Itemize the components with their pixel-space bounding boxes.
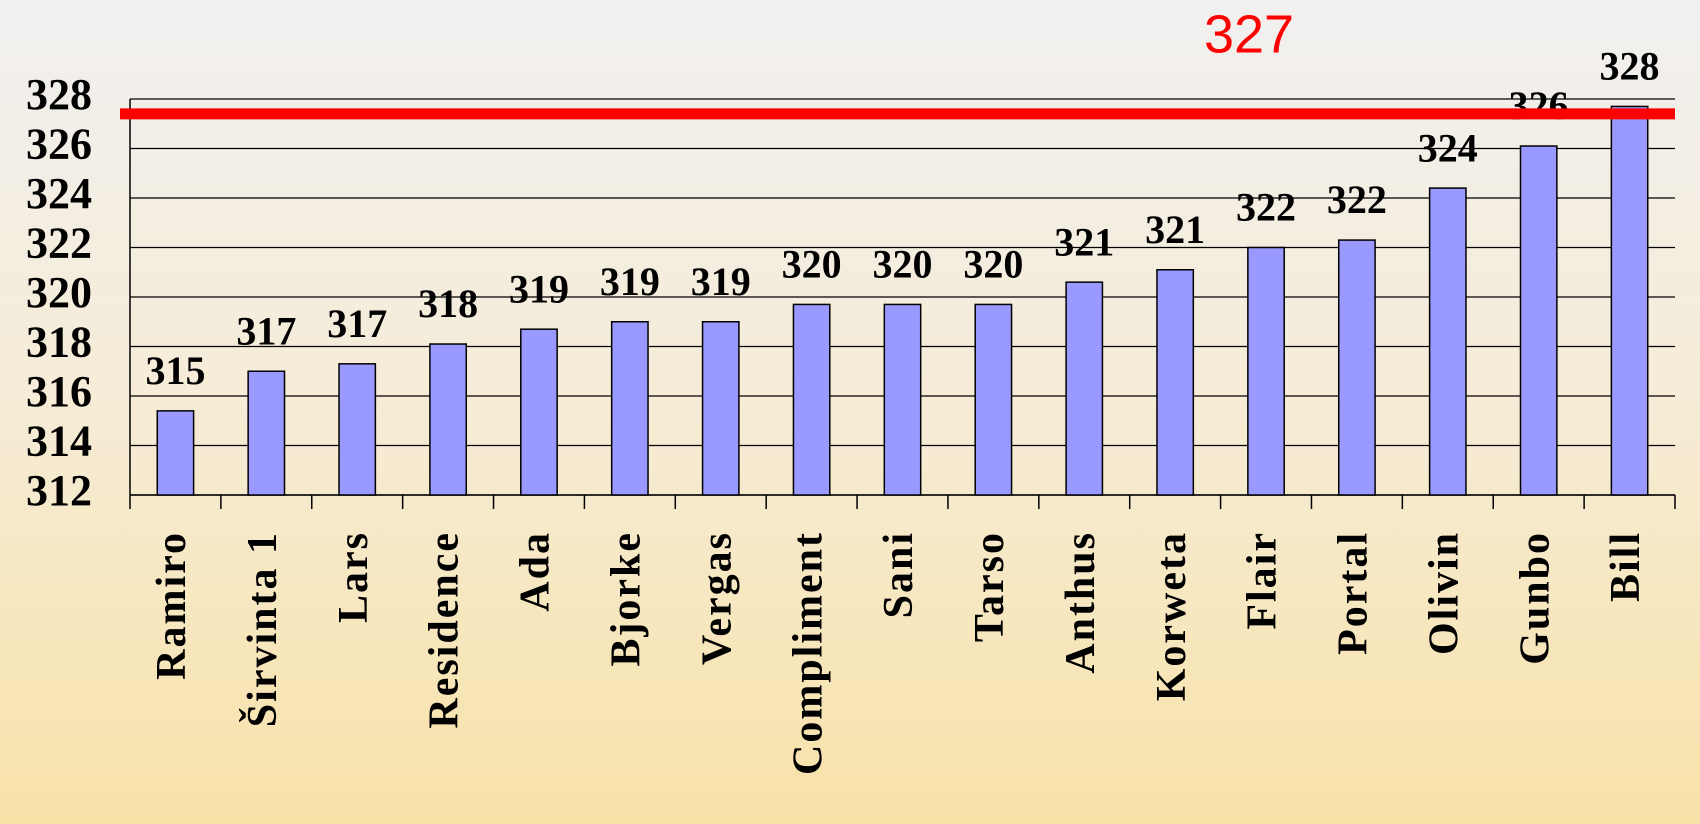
- y-tick-label: 328: [26, 70, 92, 119]
- bar: [429, 343, 468, 496]
- bar: [520, 328, 558, 496]
- x-tick-label: Portal: [1331, 531, 1377, 655]
- value-label: 320: [782, 242, 842, 287]
- value-label: 320: [963, 242, 1023, 287]
- x-tick-label: Lars: [331, 531, 377, 623]
- bar: [792, 303, 831, 496]
- y-tick-label: 316: [26, 367, 92, 416]
- y-tick-label: 314: [26, 417, 92, 466]
- bar: [1337, 239, 1376, 496]
- y-tick-label: 324: [26, 169, 92, 218]
- x-tick-label: Compliment: [785, 531, 831, 775]
- value-label: 319: [691, 259, 751, 304]
- value-label: 318: [418, 281, 478, 326]
- value-label: 317: [236, 308, 296, 353]
- x-tick-label: Sani: [876, 531, 922, 618]
- bar: [883, 303, 922, 496]
- bar: [974, 303, 1013, 496]
- y-tick-label: 322: [26, 219, 92, 268]
- value-label: 322: [1327, 177, 1387, 222]
- value-label: 326: [1509, 83, 1569, 128]
- x-tick-label: Anthus: [1058, 531, 1104, 674]
- y-tick-label: 318: [26, 318, 92, 367]
- x-tick-label: Residence: [422, 531, 468, 729]
- x-tick-label: Vergas: [694, 531, 740, 665]
- bar: [156, 410, 195, 496]
- value-label: 319: [509, 266, 569, 311]
- reference-label: 327: [1204, 4, 1294, 64]
- value-label: 320: [873, 242, 933, 287]
- bar: [1247, 246, 1285, 496]
- value-label: 328: [1600, 44, 1660, 89]
- value-label: 321: [1054, 219, 1114, 264]
- x-tick-label: Gunbo: [1512, 531, 1558, 665]
- bar: [1065, 281, 1104, 496]
- x-tick-label: Ada: [513, 531, 559, 612]
- value-label: 319: [600, 259, 660, 304]
- x-tick-label: Bjorke: [603, 531, 649, 667]
- y-tick-label: 320: [26, 268, 92, 317]
- y-tick-label: 312: [26, 466, 92, 515]
- x-tick-label: Bill: [1603, 531, 1649, 602]
- bar: [1156, 269, 1195, 496]
- x-tick-label: Ramiro: [149, 531, 195, 680]
- x-tick-label: Olivin: [1421, 531, 1467, 655]
- bar: [1428, 187, 1467, 496]
- bar: [610, 321, 649, 496]
- bar: [701, 321, 740, 496]
- bar: [1610, 105, 1649, 496]
- x-tick-label: Flair: [1240, 531, 1286, 630]
- x-tick-label: Korweta: [1149, 531, 1195, 701]
- value-label: 315: [145, 348, 205, 393]
- value-label: 322: [1236, 185, 1296, 230]
- value-label: 324: [1418, 125, 1478, 170]
- value-label: 321: [1145, 207, 1205, 252]
- x-tick-label: Širvinta 1: [238, 531, 286, 727]
- value-label: 317: [327, 301, 387, 346]
- bar: [1519, 145, 1558, 496]
- y-tick-label: 326: [26, 120, 92, 169]
- bar: [247, 370, 286, 496]
- bar: [338, 363, 377, 496]
- x-tick-label: Tarso: [967, 531, 1013, 642]
